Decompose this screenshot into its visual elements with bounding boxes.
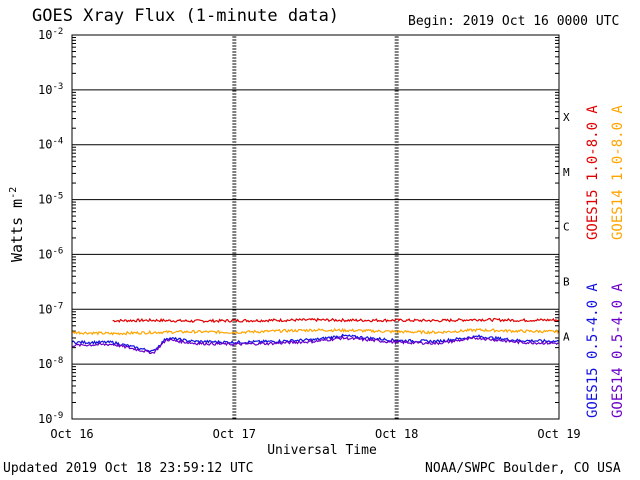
y-tick-label: 10-5 <box>38 192 63 207</box>
x-axis-tick-labels: Oct 16 Oct 17 Oct 18 Oct 19 <box>50 427 580 441</box>
series-line <box>72 335 560 355</box>
y-tick-label: 10-6 <box>38 246 63 261</box>
begin-time-label: Begin: 2019 Oct 16 0000 UTC <box>408 14 620 29</box>
y-tick-label: 10-3 <box>38 82 63 97</box>
flare-class-label: M <box>563 166 570 179</box>
x-tick-label: Oct 18 <box>375 427 418 441</box>
x-tick-label: Oct 19 <box>537 427 580 441</box>
legend-entry: GOES15 0.5-4.0 A <box>585 283 601 418</box>
y-tick-label: 10-2 <box>38 27 63 42</box>
y-tick-label: 10-7 <box>38 301 63 316</box>
legend-entry: GOES14 1.0-8.0 A <box>610 105 626 240</box>
x-tick-label: Oct 17 <box>213 427 256 441</box>
legend-entry: GOES15 1.0-8.0 A <box>585 105 601 240</box>
plot-frame <box>71 34 560 420</box>
horizontal-gridlines <box>72 34 559 420</box>
series-line <box>71 327 560 336</box>
flare-class-label: B <box>563 276 570 289</box>
y-tick-label: 10-8 <box>38 356 63 371</box>
day-divider-ticks <box>72 36 559 419</box>
x-tick-label: Oct 16 <box>50 427 93 441</box>
flare-class-labels: X M C B A <box>563 111 570 343</box>
flare-class-label: X <box>563 111 570 124</box>
flare-class-label: A <box>563 330 570 343</box>
x-axis-label: Universal Time <box>267 443 377 458</box>
flare-class-label: C <box>563 221 570 234</box>
series-line <box>71 333 560 354</box>
page-title: GOES Xray Flux (1-minute data) <box>32 6 340 26</box>
series-line <box>112 317 560 324</box>
credit-label: NOAA/SWPC Boulder, CO USA <box>425 461 621 476</box>
y-tick-label: 10-4 <box>38 137 63 152</box>
legend: GOES15 1.0-8.0 A GOES14 1.0-8.0 A GOES15 0… <box>585 105 626 418</box>
legend-entry: GOES14 0.5-4.0 A <box>610 283 626 418</box>
y-axis-tick-labels: 10-2 10-3 10-4 10-5 10-6 10-7 10-8 10-9 <box>38 27 63 426</box>
y-tick-label: 10-9 <box>38 411 63 426</box>
series-lines <box>71 317 560 355</box>
y-axis-label: Watts m-2 <box>8 187 26 262</box>
updated-timestamp: Updated 2019 Oct 18 23:59:12 UTC <box>3 461 254 476</box>
